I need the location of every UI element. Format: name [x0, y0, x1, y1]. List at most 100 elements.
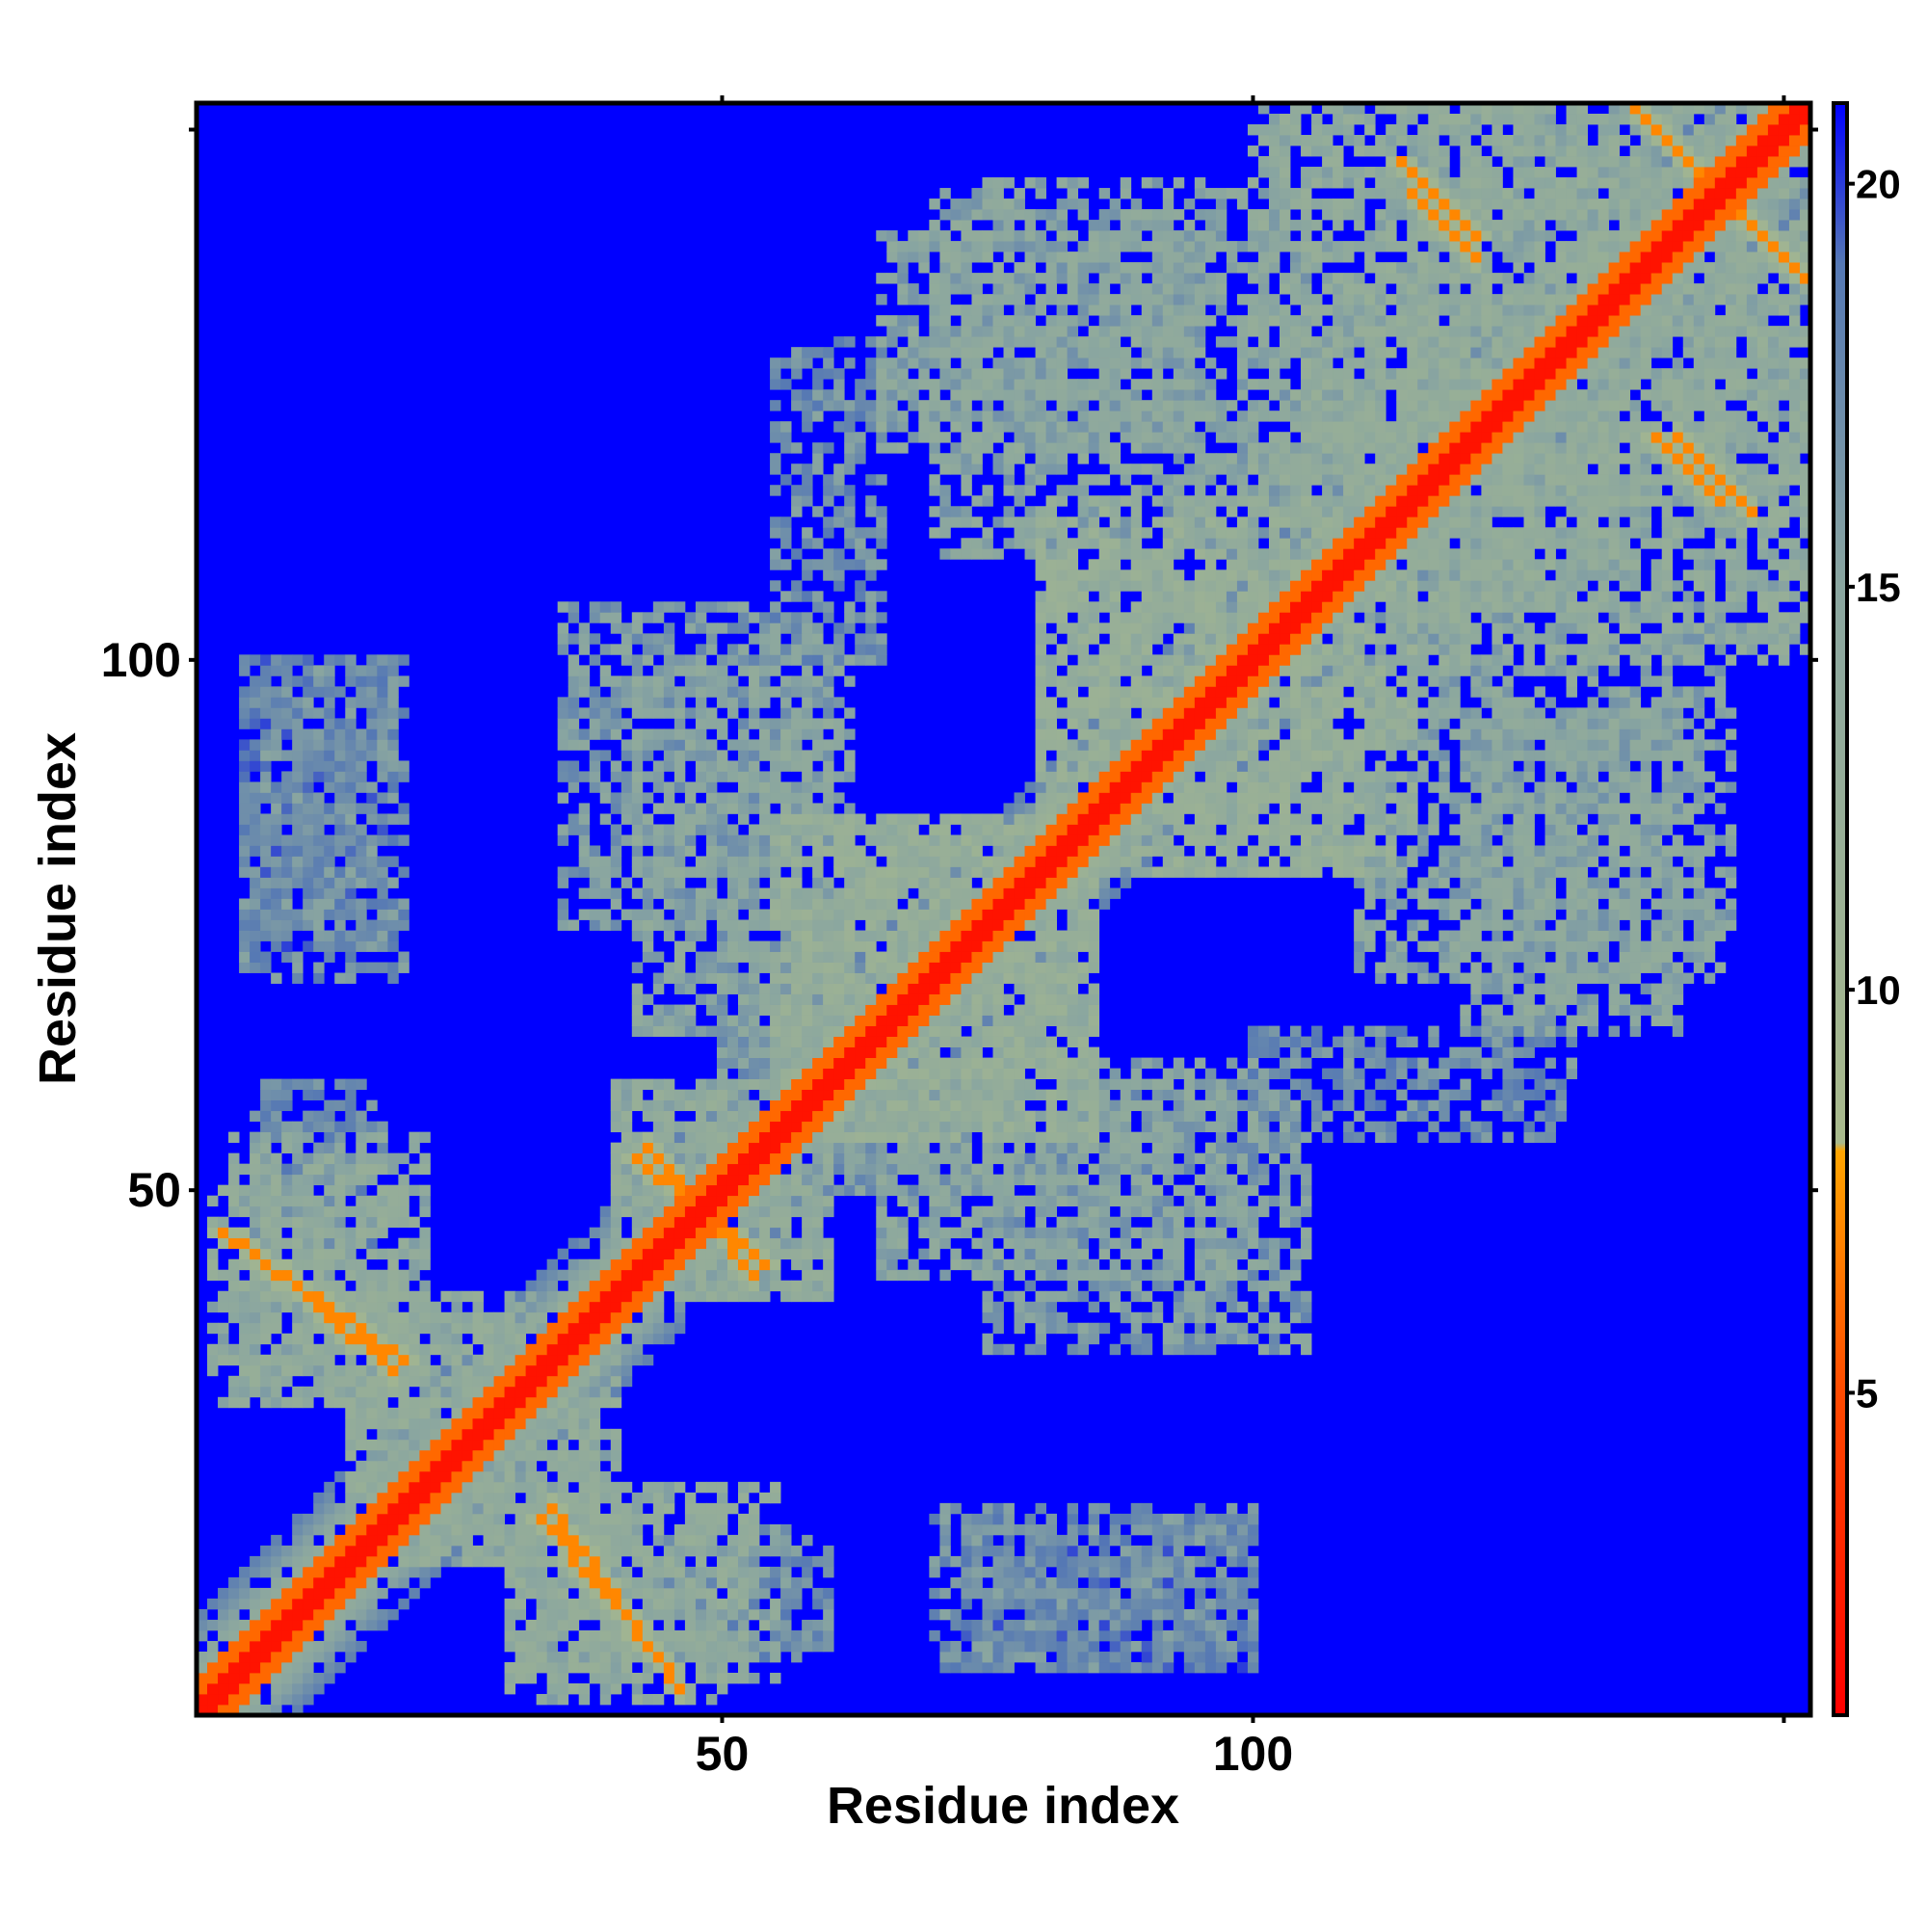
heatmap-cell	[1045, 1290, 1057, 1303]
heatmap-cell	[918, 1046, 930, 1058]
heatmap-cell	[1247, 1163, 1259, 1176]
heatmap-cell	[1257, 866, 1270, 878]
heatmap-cell	[546, 1280, 559, 1292]
heatmap-cell	[642, 919, 654, 931]
heatmap-cell	[504, 1428, 515, 1441]
heatmap-cell	[1151, 1227, 1164, 1239]
heatmap-cell	[1088, 1566, 1100, 1578]
heatmap-cell	[705, 898, 718, 910]
heatmap-cell	[557, 1608, 569, 1621]
heatmap-cell	[599, 1492, 612, 1504]
heatmap-cell	[716, 1566, 728, 1578]
heatmap-cell	[313, 1163, 325, 1176]
heatmap-cell	[271, 919, 282, 931]
heatmap-cell	[918, 1025, 930, 1037]
heatmap-cell	[918, 1184, 930, 1197]
heatmap-cell	[1247, 1152, 1259, 1165]
heatmap-cell	[695, 1121, 707, 1133]
heatmap-cell	[1502, 983, 1514, 994]
heatmap-cell	[1067, 951, 1079, 963]
heatmap-cell	[536, 1534, 548, 1547]
heatmap-cell	[726, 1502, 739, 1515]
heatmap-cell	[1629, 1004, 1642, 1016]
heatmap-cell	[652, 1693, 665, 1706]
heatmap-cell	[1183, 1142, 1196, 1154]
heatmap-cell	[589, 1492, 601, 1504]
heatmap-cell	[557, 1311, 569, 1324]
heatmap-cell	[1035, 1534, 1046, 1547]
heatmap-cell	[631, 930, 644, 941]
heatmap-cell	[1311, 1121, 1323, 1133]
heatmap-cell	[313, 1513, 325, 1525]
heatmap-cell	[982, 1513, 993, 1525]
heatmap-cell	[855, 1142, 866, 1154]
heatmap-cell	[929, 1036, 940, 1047]
heatmap-cell	[802, 1078, 813, 1091]
heatmap-cell	[823, 972, 834, 984]
heatmap-cell	[738, 1629, 750, 1642]
heatmap-cell	[1056, 1227, 1069, 1239]
heatmap-cell	[303, 1184, 314, 1197]
heatmap-cell	[939, 993, 951, 1005]
heatmap-cell	[1407, 919, 1418, 931]
heatmap-cell	[663, 866, 675, 878]
heatmap-cell	[207, 1693, 219, 1706]
heatmap-cell	[695, 1672, 707, 1684]
heatmap-cell	[1215, 1216, 1227, 1229]
heatmap-cell	[1173, 1598, 1185, 1610]
heatmap-cell	[695, 1110, 707, 1123]
heatmap-cell	[536, 1481, 548, 1494]
heatmap-cell	[250, 1587, 261, 1600]
heatmap-cell	[589, 1396, 601, 1409]
heatmap-cell	[684, 1258, 697, 1271]
heatmap-cell	[961, 1227, 972, 1239]
heatmap-cell	[1226, 1110, 1238, 1123]
heatmap-cell	[568, 1237, 580, 1250]
heatmap-cell	[1619, 856, 1631, 867]
heatmap-cell	[345, 1608, 356, 1621]
heatmap-cell	[812, 972, 824, 984]
heatmap-cell	[546, 1534, 559, 1547]
heatmap-cell	[1544, 1004, 1556, 1016]
heatmap-cell	[1597, 887, 1610, 899]
heatmap-cell	[1141, 1545, 1153, 1557]
heatmap-cell	[1003, 1078, 1015, 1091]
heatmap-cell	[515, 1576, 527, 1589]
heatmap-cell	[1513, 1015, 1524, 1026]
heatmap-cell	[462, 1343, 473, 1356]
heatmap-cell	[1098, 1322, 1111, 1335]
heatmap-cell	[419, 1534, 431, 1547]
heatmap-cell	[1162, 1576, 1175, 1589]
heatmap-cell	[855, 866, 866, 878]
heatmap-cell	[749, 1566, 760, 1578]
heatmap-cell	[356, 1417, 367, 1430]
heatmap-cell	[1226, 1640, 1238, 1653]
heatmap-cell	[652, 1269, 665, 1282]
heatmap-cell	[1141, 1099, 1153, 1112]
heatmap-cell	[673, 1651, 686, 1663]
heatmap-cell	[1141, 1195, 1153, 1207]
heatmap-cell	[1247, 1629, 1259, 1642]
heatmap-cell	[631, 1534, 644, 1547]
heatmap-cell	[589, 1269, 601, 1282]
heatmap-cell	[992, 1619, 1004, 1631]
heatmap-cell	[398, 1439, 409, 1451]
heatmap-cell	[992, 1258, 1004, 1271]
heatmap-cell	[1077, 898, 1090, 910]
heatmap-cell	[409, 1460, 420, 1472]
heatmap-cell	[652, 1311, 665, 1324]
heatmap-cell	[578, 909, 591, 920]
heatmap-cell	[642, 1015, 654, 1026]
heatmap-cell	[982, 1629, 993, 1642]
heatmap-cell	[1120, 1152, 1132, 1165]
heatmap-cell	[823, 951, 834, 963]
heatmap-cell	[1067, 1523, 1079, 1536]
heatmap-cell	[971, 1099, 983, 1112]
heatmap-cell	[250, 1301, 261, 1313]
heatmap-cell	[620, 1110, 633, 1123]
heatmap-cell	[642, 1227, 654, 1239]
heatmap-cell	[313, 1205, 325, 1218]
heatmap-cell	[992, 962, 1004, 973]
heatmap-cell	[770, 1619, 781, 1631]
